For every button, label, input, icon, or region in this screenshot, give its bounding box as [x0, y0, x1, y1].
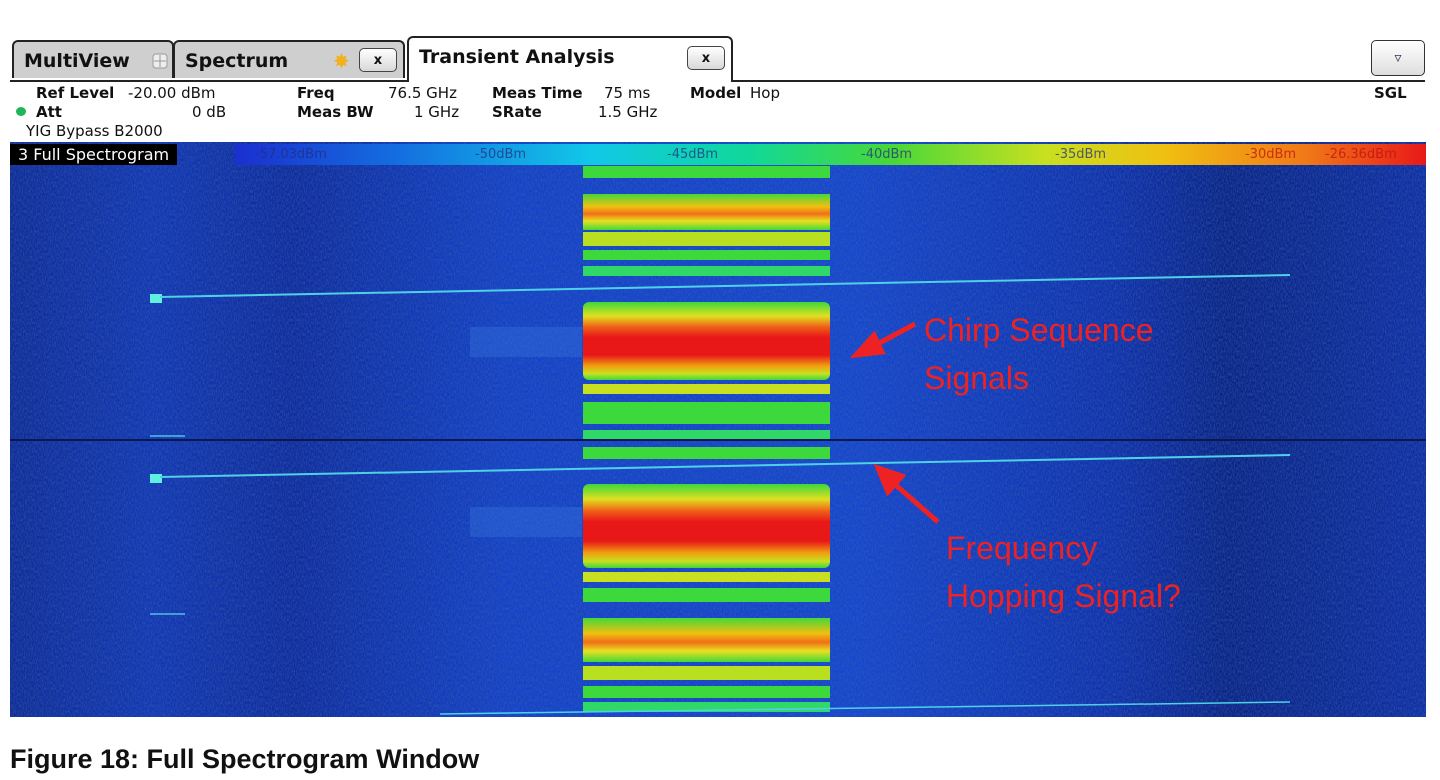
measurement-settings: Ref Level -20.00 dBm Att 0 dB YIG Bypass… — [10, 82, 1425, 142]
tab-bar: MultiView Spectrum ✸ x Transient Analysi… — [10, 36, 1425, 82]
model-label: Model — [690, 84, 742, 102]
color-tick: -30dBm — [1245, 147, 1297, 162]
close-transient-button[interactable]: x — [687, 46, 725, 70]
spectrogram-image — [10, 142, 1426, 717]
color-tick: -35dBm — [1055, 147, 1107, 162]
tab-transient-analysis[interactable]: Transient Analysis x — [407, 36, 733, 82]
meas-bw-label: Meas BW — [297, 103, 374, 121]
chirp-annotation: Chirp Sequence Signals — [924, 306, 1153, 402]
tab-multiview[interactable]: MultiView — [12, 40, 174, 78]
color-tick-min: -57.03dBm — [255, 147, 327, 162]
grid-icon — [152, 53, 168, 69]
meas-time-value: 75 ms — [604, 84, 651, 102]
color-tick: -40dBm — [861, 147, 913, 162]
sweep-mode-badge: SGL — [1374, 84, 1407, 102]
tab-multiview-label: MultiView — [24, 50, 130, 72]
chirp-annotation-line2: Signals — [924, 360, 1029, 396]
tab-transient-label: Transient Analysis — [419, 46, 615, 68]
yig-bypass: YIG Bypass B2000 — [26, 122, 163, 140]
meas-bw-value: 1 GHz — [414, 103, 460, 121]
freq-label: Freq — [297, 84, 335, 102]
hopping-annotation: Frequency Hopping Signal? — [946, 524, 1181, 620]
chevron-down-icon[interactable]: ▿ — [1371, 40, 1425, 76]
color-scale-bar: -57.03dBm -50dBm -45dBm -40dBm -35dBm -3… — [235, 144, 1426, 165]
ref-level-value: -20.00 dBm — [128, 84, 216, 102]
hopping-annotation-line2: Hopping Signal? — [946, 578, 1181, 614]
sun-icon: ✸ — [333, 49, 350, 73]
srate-label: SRate — [492, 103, 542, 121]
color-tick: -50dBm — [475, 147, 527, 162]
ref-level-label: Ref Level — [36, 84, 115, 102]
spectrogram-window[interactable]: 3 Full Spectrogram -57.03dBm -50dBm -45d… — [10, 142, 1426, 717]
hopping-annotation-line1: Frequency — [946, 530, 1098, 566]
srate-value: 1.5 GHz — [598, 103, 658, 121]
figure-caption: Figure 18: Full Spectrogram Window — [10, 744, 480, 774]
tab-spectrum-label: Spectrum — [185, 50, 289, 72]
meas-time-label: Meas Time — [492, 84, 583, 102]
status-dot-icon — [16, 107, 26, 116]
color-tick: -45dBm — [667, 147, 719, 162]
att-value: 0 dB — [192, 103, 227, 121]
tab-spectrum[interactable]: Spectrum ✸ x — [173, 40, 405, 78]
spectrogram-window-title: 3 Full Spectrogram — [10, 144, 178, 165]
att-label: Att — [36, 103, 62, 121]
close-spectrum-button[interactable]: x — [359, 48, 397, 72]
chirp-annotation-line1: Chirp Sequence — [924, 312, 1154, 348]
color-tick-max: -26.36dBm — [1325, 147, 1397, 162]
model-value: Hop — [750, 84, 780, 102]
freq-value: 76.5 GHz — [388, 84, 457, 102]
